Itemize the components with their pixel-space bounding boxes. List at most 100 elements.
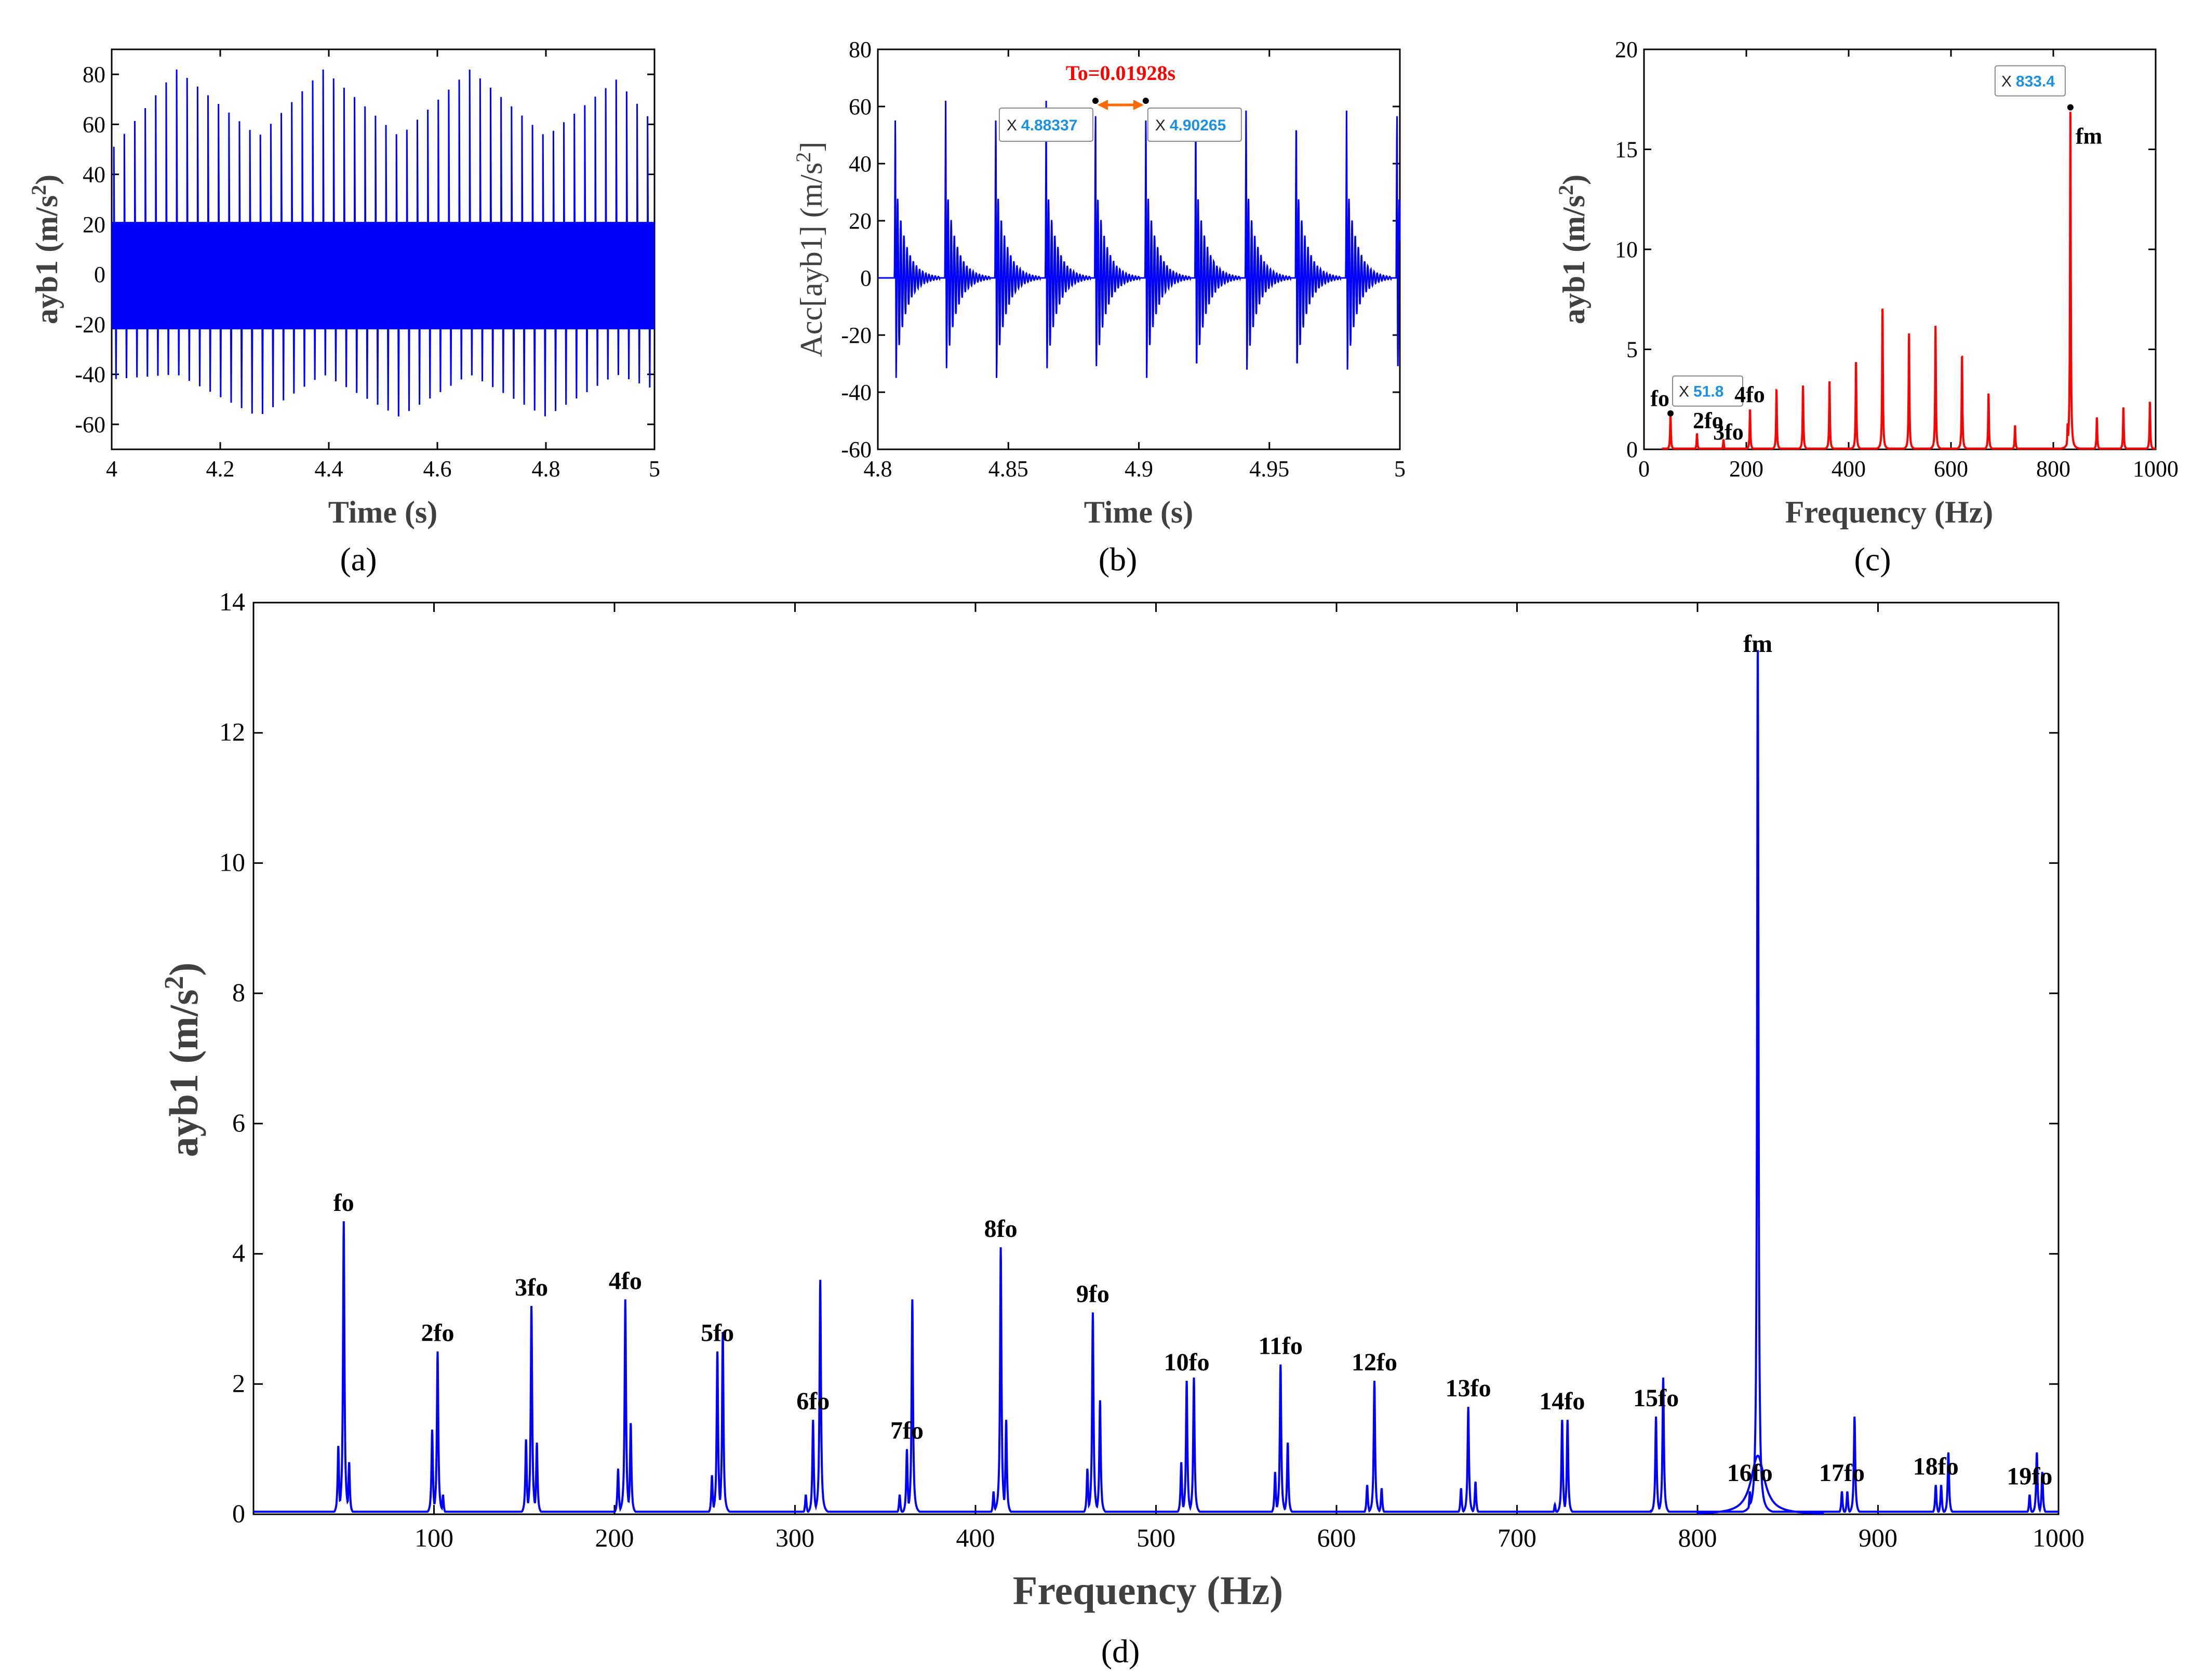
- datatip-marker-1: [1092, 98, 1099, 104]
- datatip-fm-x-label: X: [2001, 73, 2012, 90]
- a-y-tick-label: -40: [75, 362, 105, 388]
- x-axis-label-a: Time (s): [328, 495, 438, 529]
- b-x-tick-label: 4.85: [988, 456, 1028, 482]
- caption-b: (b): [1099, 541, 1138, 578]
- series-a-spikes: [113, 69, 651, 417]
- d-y-tick-label: 2: [232, 1368, 245, 1397]
- c-x-tick-label: 0: [1638, 456, 1650, 482]
- harmonic-label: 9fo: [1076, 1280, 1110, 1308]
- harmonic-label: 6fo: [796, 1388, 830, 1415]
- d-y-tick-label: 4: [232, 1238, 245, 1268]
- datatip-2: X 4.90265: [1147, 108, 1242, 142]
- harmonic-label: 11fo: [1259, 1332, 1303, 1360]
- plot-area-b: [877, 48, 1401, 450]
- harmonic-label: 3fo: [515, 1274, 548, 1301]
- harmonic-label: 4fo: [609, 1267, 642, 1295]
- datatip-1: X 4.88337: [998, 108, 1093, 142]
- period-label: To=0.01928s: [1066, 61, 1175, 85]
- series-c-line: [1662, 112, 2156, 450]
- c-y-tick-label: 10: [1615, 237, 1638, 262]
- a-y-tick-label: 0: [94, 262, 105, 287]
- datatip-2-box: [1147, 108, 1242, 142]
- d-x-tick-label: 1000: [2033, 1523, 2084, 1552]
- x-axis-label-b: Time (s): [1084, 495, 1194, 529]
- a-y-tick-label: 60: [83, 112, 105, 137]
- axis-ticks-d: 100 200 300 400 500 600 700 800 900 1000 0 2 4 6 8 10 12…: [219, 587, 2084, 1552]
- harmonic-label: 14fo: [1539, 1388, 1585, 1415]
- harmonic-label: 5fo: [701, 1319, 734, 1347]
- axis-ticks-c: 0 200 400 600 800 1000 0 5 10 15 20: [1615, 37, 2178, 482]
- c-x-tick-label: 200: [1729, 456, 1763, 482]
- series-b-line: [878, 100, 1401, 378]
- datatip-fo-value: 51.8: [1693, 383, 1723, 401]
- a-x-tick-label: 4.4: [315, 456, 343, 482]
- a-y-tick-label: 80: [83, 62, 105, 87]
- x-axis-label-d: Frequency (Hz): [1013, 1568, 1284, 1613]
- b-y-tick-label: -20: [841, 323, 872, 348]
- plot-area-d: [252, 602, 2060, 1515]
- harmonic-label: 18fo: [1913, 1453, 1959, 1481]
- peak-label-c: fo: [1650, 386, 1669, 411]
- axis-ticks-a: 4 4.2 4.4 4.6 4.8 5 -60 -40 -20 0 20 40 60 80: [75, 49, 660, 482]
- a-y-tick-label: -60: [75, 412, 105, 437]
- d-x-tick-label: 200: [595, 1523, 634, 1552]
- datatip-fm: X 833.4: [1994, 65, 2066, 97]
- harmonic-label: 17fo: [1819, 1459, 1865, 1487]
- harmonic-label: 16fo: [1727, 1459, 1773, 1487]
- d-x-tick-label: 300: [776, 1523, 814, 1552]
- d-y-tick-label: 12: [219, 717, 245, 746]
- b-x-tick-label: 4.9: [1125, 456, 1153, 482]
- d-x-tick-label: 900: [1859, 1523, 1897, 1552]
- d-x-tick-label: 100: [415, 1523, 453, 1552]
- b-x-tick-label: 5: [1394, 456, 1406, 482]
- harmonic-labels-d: fo 2fo 3fo 4fo 5fo 6fo 7fo 8fo 9fo 10fo 11fo 12fo 13…: [333, 630, 2052, 1515]
- datatip-2-value: 4.90265: [1170, 117, 1226, 134]
- b-y-tick-label: 40: [849, 151, 872, 177]
- harmonic-label: 19fo: [2007, 1462, 2052, 1490]
- a-y-tick-label: 20: [83, 212, 105, 237]
- caption-d: (d): [1101, 1633, 1140, 1670]
- period-annotation-b: To=0.01928s X 4.88337 X 4.90265: [998, 61, 1242, 142]
- d-y-tick-label: 8: [232, 978, 245, 1007]
- chart-panel-a: 4 4.2 4.4 4.6 4.8 5 -60 -40 -20 0 20 40 60 80 Time (s…: [27, 48, 660, 578]
- fm-skirt: [1698, 1455, 1824, 1515]
- d-y-tick-label: 0: [232, 1499, 245, 1528]
- datatip-fo: X 51.8: [1672, 375, 1744, 407]
- peak-label-c: fm: [2076, 124, 2102, 149]
- harmonic-label: 2fo: [421, 1319, 454, 1347]
- a-x-tick-label: 4.2: [206, 456, 235, 482]
- datatip-fm-value: 833.4: [2016, 73, 2055, 90]
- harmonic-label: 12fo: [1352, 1349, 1397, 1376]
- caption-c: (c): [1854, 541, 1891, 578]
- d-x-tick-label: 700: [1498, 1523, 1536, 1552]
- b-x-tick-label: 4.95: [1249, 456, 1289, 482]
- a-y-tick-label: -20: [75, 312, 105, 337]
- b-y-tick-label: 20: [849, 208, 872, 234]
- harmonic-label: 10fo: [1164, 1349, 1210, 1376]
- series-a-envelope: [112, 222, 654, 329]
- y-axis-label-b: Acc[ayb1] (m/s2]: [792, 142, 828, 357]
- axis-ticks-b: 4.8 4.85 4.9 4.95 5 -60 -40 -20 0 20 40 60 80: [841, 37, 1406, 482]
- a-y-tick-label: 40: [83, 162, 105, 188]
- datatip-fo-box: [1672, 375, 1744, 407]
- series-d-line: [253, 650, 2059, 1513]
- peak-label-c: 4fo: [1734, 382, 1765, 407]
- a-x-tick-label: 4.8: [532, 456, 560, 482]
- c-y-tick-label: 20: [1615, 37, 1638, 62]
- d-x-tick-label: 500: [1137, 1523, 1175, 1552]
- a-x-tick-label: 5: [649, 456, 660, 482]
- c-y-tick-label: 5: [1626, 337, 1638, 363]
- y-axis-label-a: ayb1 (m/s2): [27, 175, 64, 324]
- harmonic-label: 7fo: [890, 1417, 924, 1445]
- y-axis-label-c: ayb1 (m/s2): [1554, 175, 1591, 324]
- datatip-fm-marker: [2067, 104, 2074, 111]
- x-axis-label-c: Frequency (Hz): [1785, 495, 1993, 529]
- harmonic-label: 13fo: [1446, 1375, 1491, 1402]
- datatip-fm-box: [1994, 65, 2066, 97]
- datatip-1-value: 4.88337: [1021, 117, 1077, 134]
- c-y-tick-label: 0: [1626, 437, 1638, 462]
- peak-label-c: 3fo: [1713, 419, 1744, 445]
- y-axis-label-d: ayb1 (m/s2): [159, 963, 206, 1157]
- peak-label-c: 2fo: [1693, 408, 1723, 433]
